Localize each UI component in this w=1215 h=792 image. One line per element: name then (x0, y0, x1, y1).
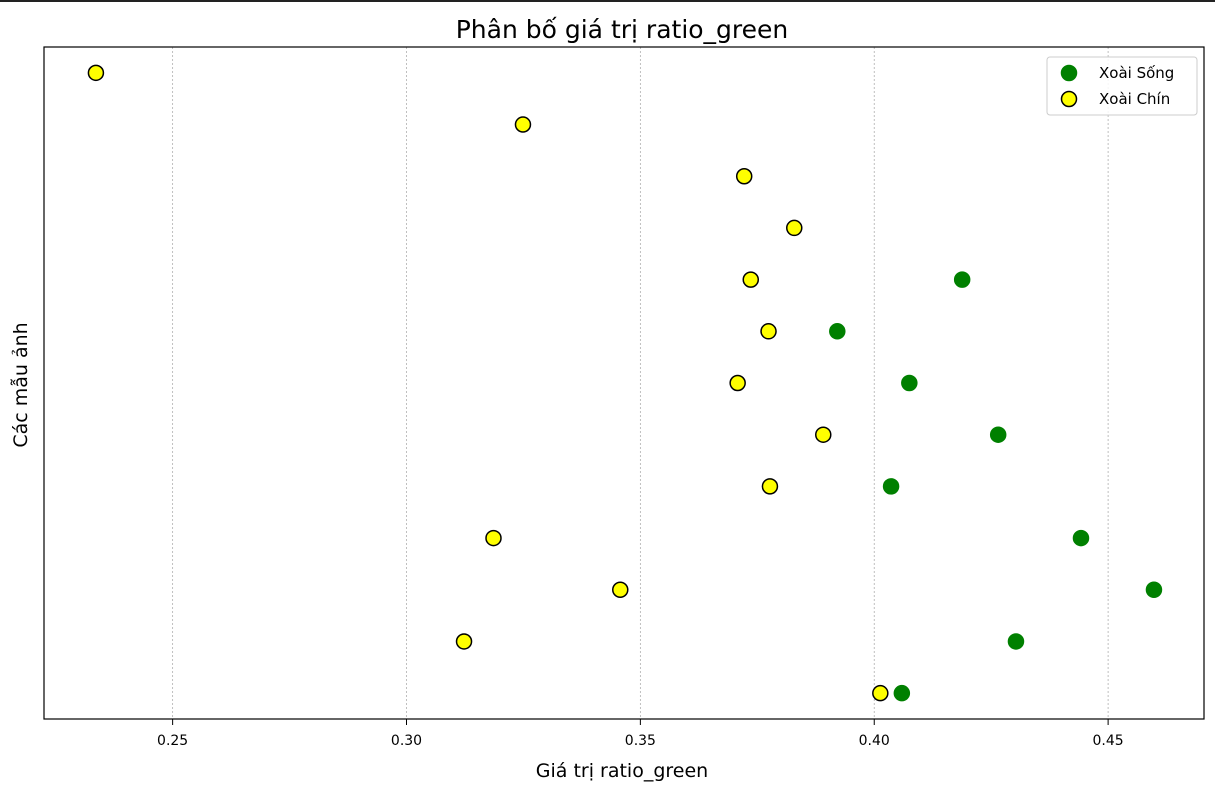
point-xoài-chín (729, 374, 746, 392)
point-xoài-chín (612, 581, 629, 599)
x-tick-label: 0.40 (859, 733, 890, 749)
point-xoài-sống (829, 323, 846, 340)
point-xoài-chín (760, 323, 777, 340)
legend: Xoài Sống Xoài Chín (1046, 56, 1198, 116)
point-xoài-chín (761, 478, 779, 495)
top-border (0, 0, 1215, 2)
plot-area (43, 46, 1205, 720)
point-xoài-sống (953, 271, 971, 288)
point-xoài-chín (872, 684, 889, 702)
point-xoài-sống (1007, 633, 1025, 650)
point-xoài-sống (882, 478, 900, 495)
x-tick-label: 0.45 (1093, 733, 1124, 749)
point-xoài-sống (893, 684, 911, 702)
point-xoài-chín (87, 64, 105, 82)
point-xoài-chín (815, 426, 832, 443)
x-tick-label: 0.35 (625, 733, 656, 749)
legend-label: Xoài Chín (1099, 90, 1170, 108)
point-xoài-chín (514, 116, 532, 133)
point-xoài-chín (485, 529, 502, 547)
legend-marker (1060, 90, 1078, 108)
chart-title: Phân bố giá trị ratio_green (456, 15, 789, 44)
x-axis-label: Giá trị ratio_green (536, 760, 708, 782)
legend-label: Xoài Sống (1099, 64, 1174, 82)
point-xoài-chín (742, 271, 760, 288)
point-xoài-sống (1145, 581, 1163, 599)
x-tick-label: 0.30 (391, 733, 422, 749)
point-xoài-chín (455, 633, 473, 650)
point-xoài-sống (989, 426, 1007, 443)
legend-box (1046, 56, 1198, 116)
point-xoài-sống (901, 374, 918, 392)
legend-marker (1060, 64, 1078, 82)
x-tick-label: 0.25 (157, 733, 188, 749)
grid-lines (172, 47, 1109, 719)
point-xoài-chín (735, 167, 753, 185)
point-xoài-sống (1072, 529, 1090, 547)
x-axis-ticks: 0.25 0.30 0.35 0.40 0.45 (157, 719, 1124, 749)
data-points (87, 64, 1163, 702)
point-xoài-chín (786, 219, 803, 237)
y-axis-label: Các mẫu ảnh (9, 322, 32, 447)
